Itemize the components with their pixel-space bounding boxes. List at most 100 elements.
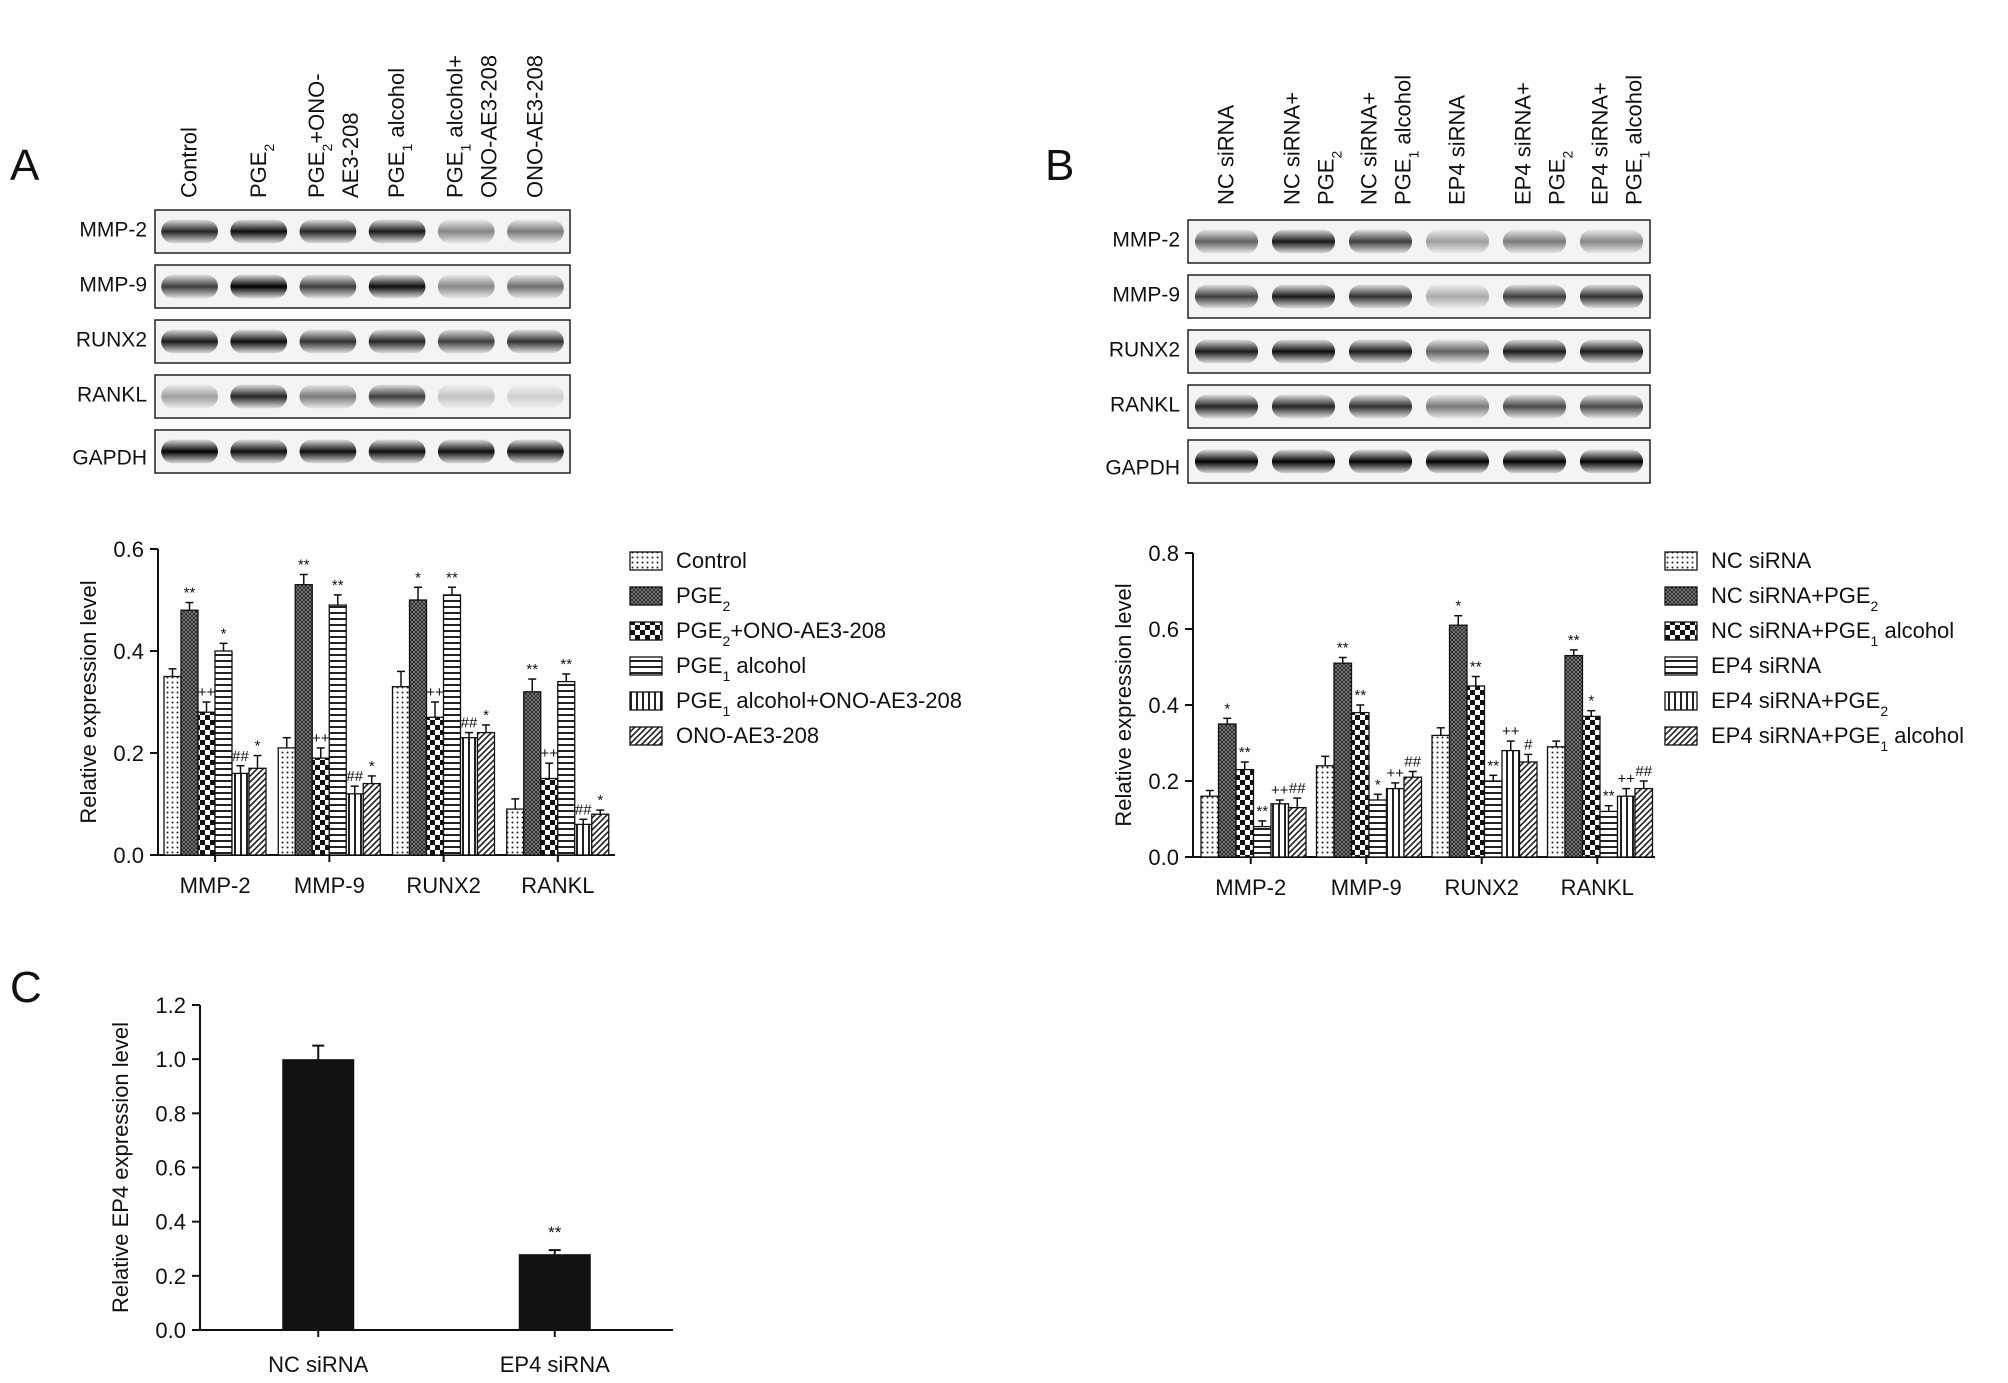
blot-band [230, 219, 288, 244]
significance-mark: ++ [1617, 771, 1635, 788]
blot-band [161, 439, 218, 464]
x-tick-label: NC siRNA [268, 1352, 369, 1377]
blot-band [1194, 449, 1259, 474]
bar [1287, 806, 1307, 858]
blot-band [230, 439, 288, 464]
legend-swatch [1664, 726, 1698, 746]
legend-label: EP4 siRNA+PGE2 [1711, 688, 1888, 719]
x-tick-label: RUNX2 [406, 873, 481, 898]
blot-row-label: RANKL [77, 384, 147, 407]
significance-mark: ** [446, 569, 458, 586]
significance-mark: ** [332, 577, 344, 594]
western-blot-b: NC siRNA NC siRNA+ PGE2 NC siRNA+ PGE1 alcoh… [1105, 75, 1653, 484]
bar [1350, 711, 1370, 858]
blot-strip [154, 319, 571, 364]
bar [540, 777, 559, 856]
blot-band [299, 439, 357, 464]
bar [214, 650, 233, 856]
bar [311, 757, 330, 856]
blot-strip [1187, 384, 1651, 429]
bar [459, 737, 479, 856]
blot-strip [154, 264, 571, 309]
significance-mark: * [369, 758, 375, 775]
lane-label: EP4 siRNA+ [1588, 82, 1613, 205]
blot-band [230, 384, 288, 409]
bar [1431, 734, 1451, 858]
legend-label: PGE1 alcohol+ONO-AE3-208 [676, 688, 962, 719]
blot-row-label: RANKL [1110, 394, 1180, 417]
blot-row-label: GAPDH [1105, 457, 1180, 480]
significance-mark: ** [526, 661, 538, 678]
lane-label-line2: PGE2 [1314, 151, 1345, 205]
significance-mark: * [1455, 598, 1461, 615]
significance-mark: ** [184, 585, 196, 602]
blot-band [1348, 284, 1413, 309]
legend-swatch [629, 656, 663, 676]
blot-row-label: MMP-2 [1112, 229, 1180, 252]
y-tick-label: 0.4 [1148, 693, 1179, 718]
blot-strip [1187, 274, 1651, 319]
y-tick-label: 0.8 [1148, 541, 1179, 566]
significance-mark: ** [1354, 687, 1366, 704]
blot-band [1271, 394, 1336, 419]
bar [197, 711, 216, 856]
significance-mark: * [415, 569, 421, 586]
y-tick-label: 0.2 [1148, 769, 1179, 794]
y-axis-title: Relative expression level [1111, 583, 1136, 826]
significance-mark: ## [1404, 754, 1421, 771]
y-axis-title: Relative EP4 expression level [108, 1022, 133, 1313]
bar-chart-b: 0.0 0.2 0.4 0.6 0.8 Relative expression level… [1111, 541, 1964, 900]
significance-mark: ** [298, 557, 310, 574]
bar [248, 767, 267, 856]
significance-mark: ++ [1502, 723, 1520, 740]
bar [1564, 654, 1584, 858]
blot-band [1271, 284, 1336, 309]
significance-mark: ** [560, 656, 572, 673]
blot-row-label: MMP-2 [79, 219, 147, 242]
blot-band [230, 329, 288, 354]
blot-band [1502, 449, 1567, 474]
significance-mark: ** [1603, 788, 1615, 805]
blot-strip [154, 209, 571, 254]
x-tick-label: RANKL [1561, 875, 1634, 900]
bar [1546, 746, 1566, 858]
legend-swatch [629, 726, 663, 746]
significance-mark: * [1224, 700, 1230, 717]
significance-mark: ++ [426, 684, 444, 701]
blot-band [1348, 449, 1413, 474]
blot-band [299, 219, 357, 244]
blot-band [1194, 339, 1259, 364]
x-tick-label: EP4 siRNA [500, 1352, 610, 1377]
lane-label-line2: PGE2 [1545, 151, 1576, 205]
blot-strip [1187, 329, 1651, 374]
lane-label: PGE2 [246, 144, 277, 198]
bar [591, 813, 610, 856]
bar [1270, 803, 1290, 858]
blot-band [368, 329, 426, 354]
blot-band [1425, 229, 1490, 254]
blot-strip [154, 429, 571, 474]
bar [1403, 776, 1423, 858]
blot-band [507, 219, 564, 244]
blot-band [161, 384, 218, 409]
bar [425, 716, 445, 856]
lane-label-line2: AE3-208 [338, 112, 363, 198]
y-tick-label: 0.8 [155, 1101, 186, 1126]
x-tick-label: MMP-2 [180, 873, 251, 898]
significance-mark: ++ [540, 745, 558, 762]
x-tick-label: MMP-2 [1215, 875, 1286, 900]
y-tick-label: 0.0 [113, 843, 144, 868]
blot-band [1579, 284, 1644, 309]
significance-mark: ** [1239, 744, 1251, 761]
blot-band [1348, 394, 1413, 419]
lane-label: ONO-AE3-208 [522, 55, 547, 198]
blot-band [1579, 394, 1644, 419]
blot-band [299, 274, 357, 299]
legend-swatch [1664, 551, 1698, 571]
significance-mark: ## [1635, 763, 1652, 780]
significance-mark: ## [232, 748, 249, 765]
lane-label: EP4 siRNA+ [1511, 82, 1536, 205]
bar [277, 747, 296, 856]
bar [1315, 765, 1335, 858]
bar [328, 604, 347, 856]
